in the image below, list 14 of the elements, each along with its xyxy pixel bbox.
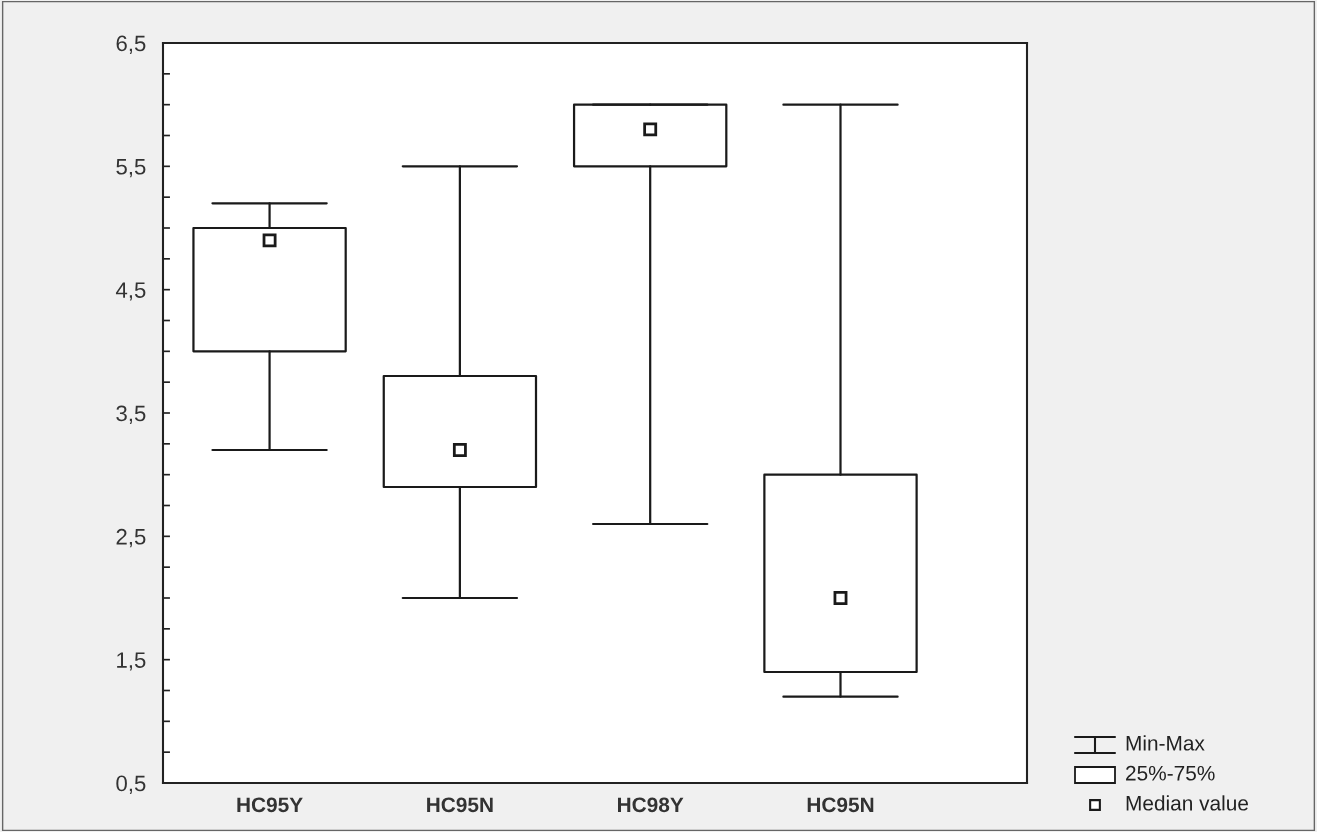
- text: Median value: [1126, 795, 1248, 811]
- y-tick-label: 5,5: [116, 159, 146, 178]
- y-tick-label: 2,5: [116, 528, 146, 548]
- y-tick-label: 0,5: [116, 775, 146, 794]
- y-tick-label: 6,5: [116, 35, 146, 54]
- text: 25%-75%: [1126, 765, 1215, 781]
- y-tick-label: 4,5: [115, 282, 146, 301]
- y-tick-label: 3,5: [116, 405, 146, 424]
- y-tick-label: 1,5: [117, 652, 146, 671]
- x-tick-label: HC95N: [427, 797, 493, 813]
- x-tick-label: HC98Y: [618, 797, 684, 813]
- text: Min-Max: [1126, 735, 1205, 751]
- x-tick-label: HC95N: [807, 797, 874, 813]
- x-tick-label: HC95Y: [237, 797, 303, 813]
